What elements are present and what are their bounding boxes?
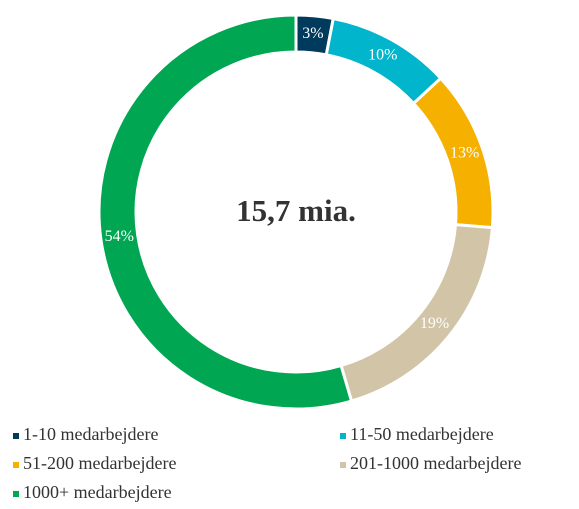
donut-segment — [97, 13, 354, 411]
legend-marker — [340, 462, 346, 468]
legend-marker — [340, 433, 346, 439]
data-label: 13% — [450, 144, 479, 161]
data-label: 19% — [420, 315, 449, 332]
legend-label: 51-200 medarbejdere — [23, 453, 176, 473]
center-label: 15,7 mia. — [236, 193, 356, 228]
legend-label: 1000+ medarbejdere — [23, 482, 172, 502]
donut-segment — [339, 223, 494, 403]
legend-label: 1-10 medarbejdere — [23, 424, 158, 444]
legend-label: 11-50 medarbejdere — [350, 424, 494, 444]
data-label: 54% — [105, 228, 134, 245]
data-label: 10% — [368, 47, 397, 64]
legend-label: 201-1000 medarbejdere — [350, 453, 521, 473]
legend-marker — [13, 491, 19, 497]
legend-marker — [13, 462, 19, 468]
data-label: 3% — [302, 25, 323, 42]
legend-marker — [13, 433, 19, 439]
